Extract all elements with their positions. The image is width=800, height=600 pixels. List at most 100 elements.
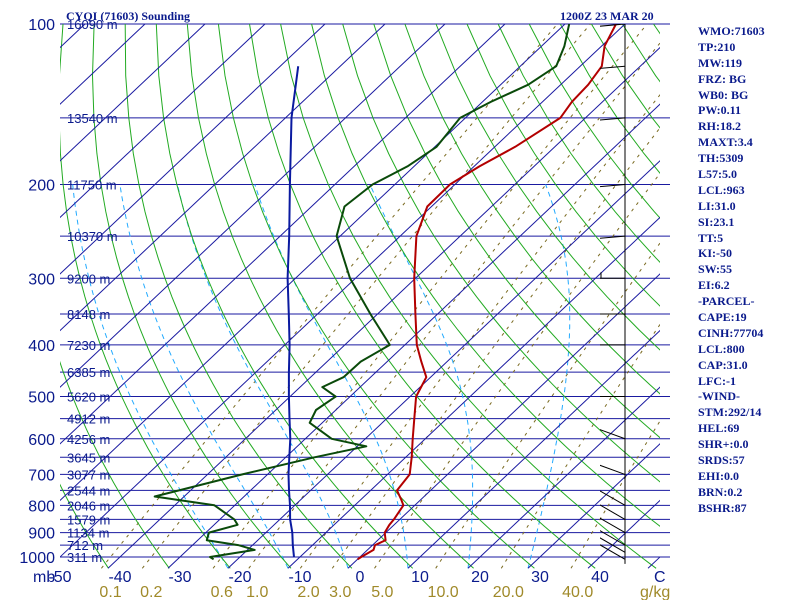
index-item: CAPE:19 [698,310,747,325]
index-item: MW:119 [698,55,742,70]
isotherm--40 [107,46,660,569]
mixing-ratio-line-1 [248,42,660,569]
moist-adiabat-10 [254,184,409,569]
temperature-tick-labels: -50 -40 -30 -20 -10 0 10 20 30 40 [48,569,609,586]
moist-adiabat-0 [176,184,349,569]
wind-barb-250 [600,235,626,239]
dry-adiabat-340 [342,24,660,483]
wind-barb-950 [600,530,626,546]
isotherm--120 [60,24,206,162]
sounding-profiles [153,24,617,561]
index-item: MAXT:3.4 [698,135,753,150]
wind-barb-1010 [600,544,626,560]
dry-adiabat-370 [435,24,660,351]
mixing-ratio-tick-20_0: 20.0 [493,584,524,600]
temperature-tick-0: 0 [356,569,365,586]
pressure-tick-500: 500 [28,390,55,407]
height-label-150: 13540 m [67,111,118,126]
index-item: KI:-50 [698,246,732,261]
wind-barb-850 [600,504,626,520]
isotherm-10 [407,329,660,569]
dry-adiabat-260 [91,24,292,569]
wind-barb-200 [600,183,626,188]
isotherm--100 [60,24,326,275]
wind-barb-120 [600,65,626,69]
isotherm--10 [287,216,660,569]
dry-adiabat-240 [60,360,170,569]
wind-barb-100 [600,24,626,27]
isotherm--60 [60,24,566,502]
temperature-profile [357,24,617,561]
wind-barb-300 [600,272,625,279]
isotherm--20 [227,160,660,569]
moist-adiabat-lines [72,184,571,569]
mixing-ratio-line-0.6 [212,24,648,569]
index-item: CAP:31.0 [698,357,748,372]
index-item: PW:0.11 [698,103,742,118]
dry-adiabat-lines [0,24,660,569]
height-label-700: 3077 m [67,467,110,482]
index-item: -PARCEL- [698,294,755,309]
isotherm--70 [60,24,506,445]
height-label-800: 2046 m [67,498,110,513]
height-label-1000: 311 m [67,550,102,565]
moist-adiabat-20 [369,184,474,569]
index-item: STM:292/14 [698,405,762,420]
index-item: TP:210 [698,39,736,54]
mixing-ratio-tick-0_6: 0.6 [211,584,233,600]
mixing-ratio-tick-1_0: 1.0 [246,584,268,600]
mixing-ratio-lines [101,24,660,569]
mixing-ratio-tick-labels: 0.1 0.2 0.6 1.0 2.0 3.0 5.0 10.0 20.0 40.0 [99,584,593,600]
index-item: TT:5 [698,230,724,245]
height-label-250: 10370 m [67,229,118,244]
wind-barb-400 [600,344,625,346]
isotherm-0 [347,273,660,569]
index-item: -WIND- [698,389,740,404]
mixing-ratio-tick-10_0: 10.0 [428,584,459,600]
dry-adiabat-220 [0,24,48,568]
wind-barb-800 [600,490,626,506]
isotherm--90 [60,24,386,332]
isobar-lines [60,23,670,558]
moist-adiabat-30 [527,184,571,569]
index-item: SRDS:57 [698,453,745,468]
index-item: EI:6.2 [698,278,730,293]
dry-adiabat-330 [311,24,660,527]
dry-adiabat-310 [249,24,596,569]
temperature-tick--30: -30 [168,569,191,586]
height-label-850: 1579 m [67,512,110,527]
dry-adiabat-280 [155,24,414,569]
wind-barb-980 [600,537,626,553]
wind-barb-500 [600,396,625,398]
pressure-tick-800: 800 [28,498,55,515]
thermo-grid [0,24,660,569]
temperature-tick--10: -10 [288,569,311,586]
pressure-tick-labels: 100 200 300 400 500 600 700 800 900 1000 [19,17,55,567]
index-item: WMO:71603 [698,24,765,38]
valid-time: 1200Z 23 MAR 20 [560,9,654,23]
pressure-tick-300: 300 [28,271,55,288]
pressure-tick-700: 700 [28,467,55,484]
temperature-tick--40: -40 [108,569,131,586]
index-item: FRZ: BG [698,71,747,86]
mixing-ratio-tick-0_1: 0.1 [99,584,121,600]
temperature-tick-30: 30 [531,569,549,586]
dry-adiabat-350 [373,24,660,439]
pressure-axis-unit: mb [33,569,55,586]
dry-adiabat-290 [186,24,474,569]
height-label-350: 8148 m [67,307,110,322]
pressure-tick-600: 600 [28,432,55,449]
pressure-tick-400: 400 [28,338,55,355]
isotherm-20 [467,386,660,569]
mixing-ratio-axis-unit: g/kg [640,584,670,600]
index-item: RH:18.2 [698,119,741,134]
wind-barb-600 [600,429,626,440]
isotherm--50 [60,24,626,558]
height-label-750: 2544 m [67,483,110,498]
pressure-tick-100: 100 [28,17,55,34]
isotherm--80 [60,24,446,388]
index-item: HEL:69 [698,421,740,436]
isotherm--110 [60,24,266,219]
dry-adiabat-360 [404,24,660,395]
